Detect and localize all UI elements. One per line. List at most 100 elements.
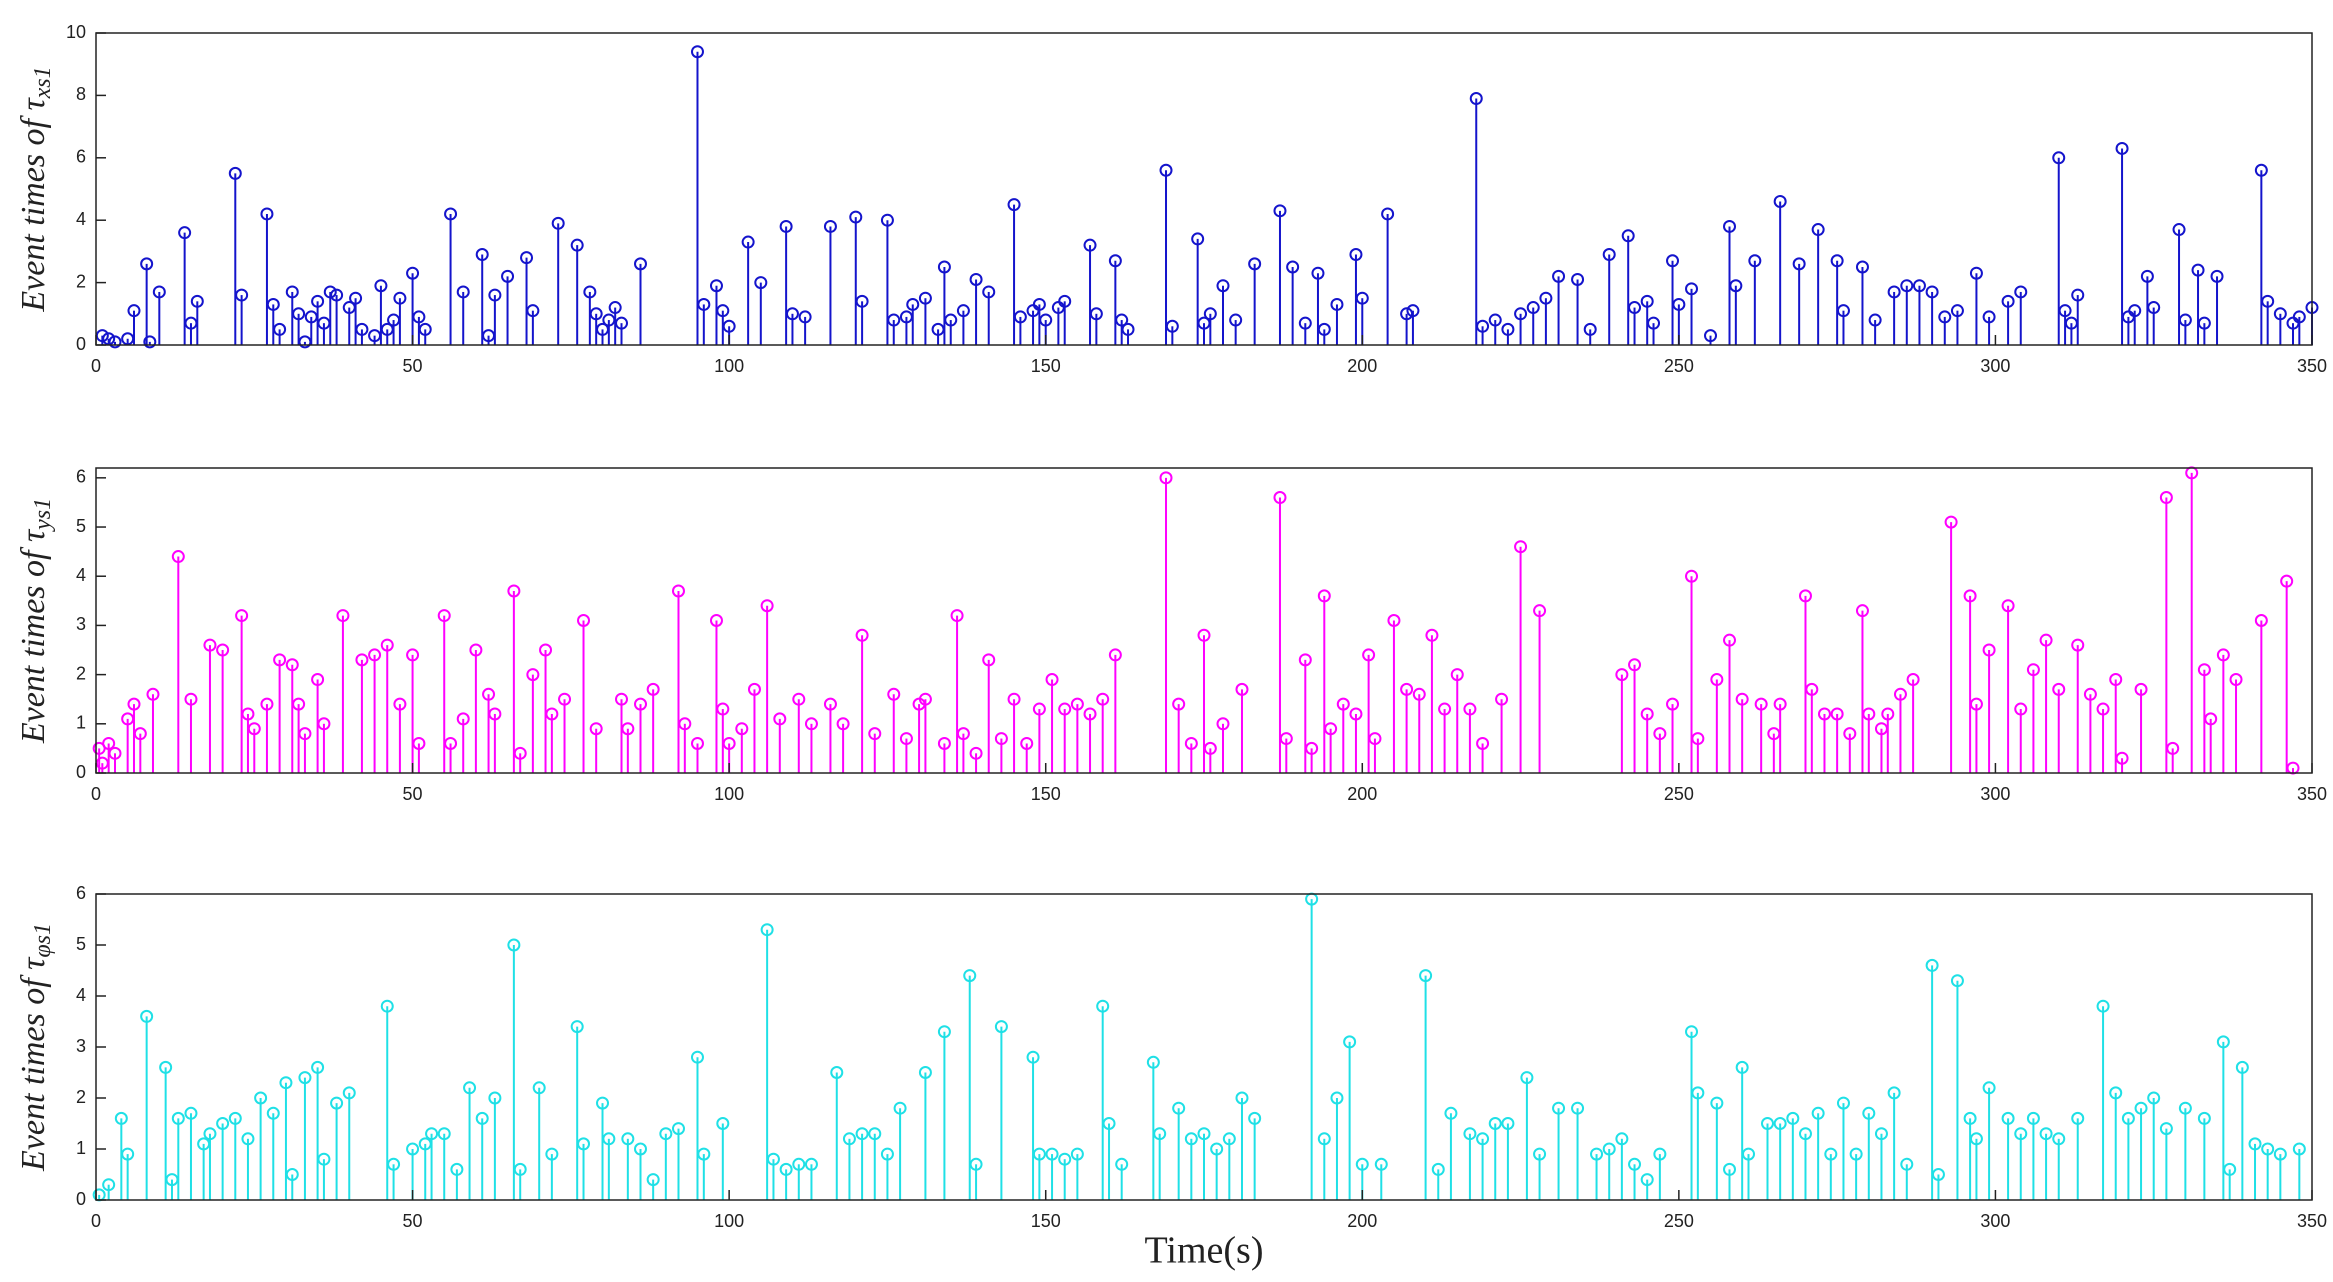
stem: [1868, 313, 1882, 345]
stem: [1552, 269, 1566, 345]
stem-marker: [697, 1147, 711, 1161]
stem-marker: [279, 1076, 293, 1090]
stem: [754, 276, 768, 345]
stem-marker: [1476, 736, 1490, 750]
stem-marker: [1982, 310, 1996, 324]
stem-marker: [1704, 329, 1718, 343]
x-tick-label: 150: [1031, 1211, 1061, 1231]
stem: [285, 285, 299, 345]
stem-marker: [95, 329, 109, 343]
stem-marker: [1273, 204, 1287, 218]
stem-marker: [247, 722, 261, 736]
stem: [855, 294, 869, 345]
stem: [697, 297, 711, 345]
stem-marker: [1083, 238, 1097, 252]
stem: [969, 272, 983, 345]
stem: [2166, 741, 2180, 773]
stem: [1317, 589, 1331, 773]
stem: [2235, 1060, 2249, 1200]
stem: [931, 322, 945, 345]
y-tick-label: 4: [76, 565, 86, 585]
x-tick-label: 350: [2297, 784, 2327, 804]
stem: [1026, 1050, 1040, 1200]
stem-marker: [2147, 1091, 2161, 1105]
stem: [1248, 1111, 1262, 1200]
stem-marker: [963, 969, 977, 983]
stem-marker: [108, 335, 122, 349]
stem: [355, 322, 369, 345]
stem: [1887, 1086, 1901, 1200]
stem-marker: [1666, 697, 1680, 711]
stem: [1874, 1127, 1888, 1200]
stem-marker: [241, 707, 255, 721]
stem-marker: [596, 1096, 610, 1110]
stem: [1982, 643, 1996, 773]
stem: [1469, 92, 1483, 345]
stem: [716, 304, 730, 345]
stem-marker: [868, 727, 882, 741]
stem: [880, 1147, 894, 1200]
stem: [760, 923, 774, 1200]
stem: [1495, 692, 1509, 773]
stem: [1602, 248, 1616, 345]
stem-marker: [184, 692, 198, 706]
stem: [1096, 999, 1110, 1200]
stem-marker: [393, 697, 407, 711]
stem-marker: [1108, 648, 1122, 662]
stem: [1836, 1096, 1850, 1200]
stem: [1381, 207, 1395, 345]
stem-marker: [1159, 471, 1173, 485]
stem: [2216, 1035, 2230, 1200]
stem-marker: [1222, 1132, 1236, 1146]
stem-marker: [545, 1147, 559, 1161]
stem: [735, 722, 749, 773]
stem-marker: [228, 166, 242, 180]
stem-marker: [1729, 279, 1743, 293]
stem-marker: [444, 736, 458, 750]
stem-marker: [1058, 294, 1072, 308]
stem-marker: [1912, 279, 1926, 293]
stem-marker: [102, 1178, 116, 1192]
stem: [1817, 707, 1831, 773]
stem: [1172, 697, 1186, 773]
stem-marker: [1526, 301, 1540, 315]
stem: [2286, 761, 2300, 775]
stem: [1792, 257, 1806, 345]
stem: [760, 599, 774, 773]
stem: [368, 329, 382, 345]
stem-marker: [1628, 301, 1642, 315]
stem: [2178, 1101, 2192, 1200]
stem: [1343, 1035, 1357, 1200]
x-tick-label: 300: [1980, 784, 2010, 804]
stem-marker: [349, 291, 363, 305]
stem-marker: [2223, 1162, 2237, 1176]
stem-marker: [1748, 254, 1762, 268]
stem: [140, 257, 154, 345]
stem: [1387, 614, 1401, 773]
stem-marker: [469, 643, 483, 657]
stem: [1735, 1060, 1749, 1200]
stem-marker: [1425, 628, 1439, 642]
stem-marker: [589, 307, 603, 321]
x-tick-label: 100: [714, 356, 744, 376]
stem-marker: [1982, 1081, 1996, 1095]
stem: [273, 322, 287, 345]
stem: [1571, 1101, 1585, 1200]
stem: [1647, 316, 1661, 345]
stem-marker: [2014, 285, 2028, 299]
stem-marker: [1950, 974, 1964, 988]
stem: [475, 1111, 489, 1200]
stem-marker: [690, 1050, 704, 1064]
stem: [1273, 204, 1287, 345]
stem-marker: [412, 310, 426, 324]
stem: [2052, 1132, 2066, 1200]
stem: [855, 628, 869, 773]
stem-marker: [621, 1132, 635, 1146]
stem: [1830, 254, 1844, 345]
stem-marker: [463, 1081, 477, 1095]
stem: [1742, 1147, 1756, 1200]
stem: [2147, 301, 2161, 345]
stem: [842, 1132, 856, 1200]
stem-marker: [570, 238, 584, 252]
stem: [1893, 687, 1907, 773]
